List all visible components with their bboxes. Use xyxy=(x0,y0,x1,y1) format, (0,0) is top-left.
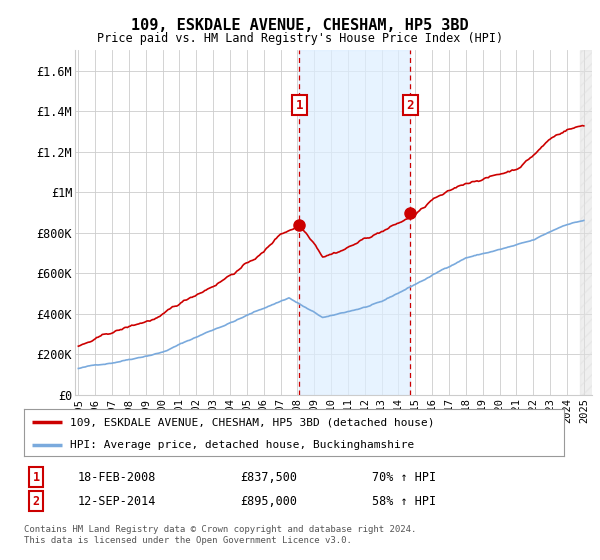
Text: £837,500: £837,500 xyxy=(240,470,297,484)
Text: Price paid vs. HM Land Registry's House Price Index (HPI): Price paid vs. HM Land Registry's House … xyxy=(97,32,503,45)
Text: 70% ↑ HPI: 70% ↑ HPI xyxy=(372,470,436,484)
Text: Contains HM Land Registry data © Crown copyright and database right 2024.
This d: Contains HM Land Registry data © Crown c… xyxy=(24,525,416,545)
Bar xyxy=(580,50,594,395)
Text: 1: 1 xyxy=(296,99,303,111)
Text: 109, ESKDALE AVENUE, CHESHAM, HP5 3BD (detached house): 109, ESKDALE AVENUE, CHESHAM, HP5 3BD (d… xyxy=(70,417,434,427)
Text: £895,000: £895,000 xyxy=(240,494,297,508)
Text: 2: 2 xyxy=(32,494,40,508)
Text: 12-SEP-2014: 12-SEP-2014 xyxy=(78,494,157,508)
Text: 2: 2 xyxy=(407,99,414,111)
Bar xyxy=(299,50,410,395)
Text: 1: 1 xyxy=(32,470,40,484)
Text: 109, ESKDALE AVENUE, CHESHAM, HP5 3BD: 109, ESKDALE AVENUE, CHESHAM, HP5 3BD xyxy=(131,18,469,34)
Text: HPI: Average price, detached house, Buckinghamshire: HPI: Average price, detached house, Buck… xyxy=(70,440,414,450)
Text: 18-FEB-2008: 18-FEB-2008 xyxy=(78,470,157,484)
Text: 58% ↑ HPI: 58% ↑ HPI xyxy=(372,494,436,508)
